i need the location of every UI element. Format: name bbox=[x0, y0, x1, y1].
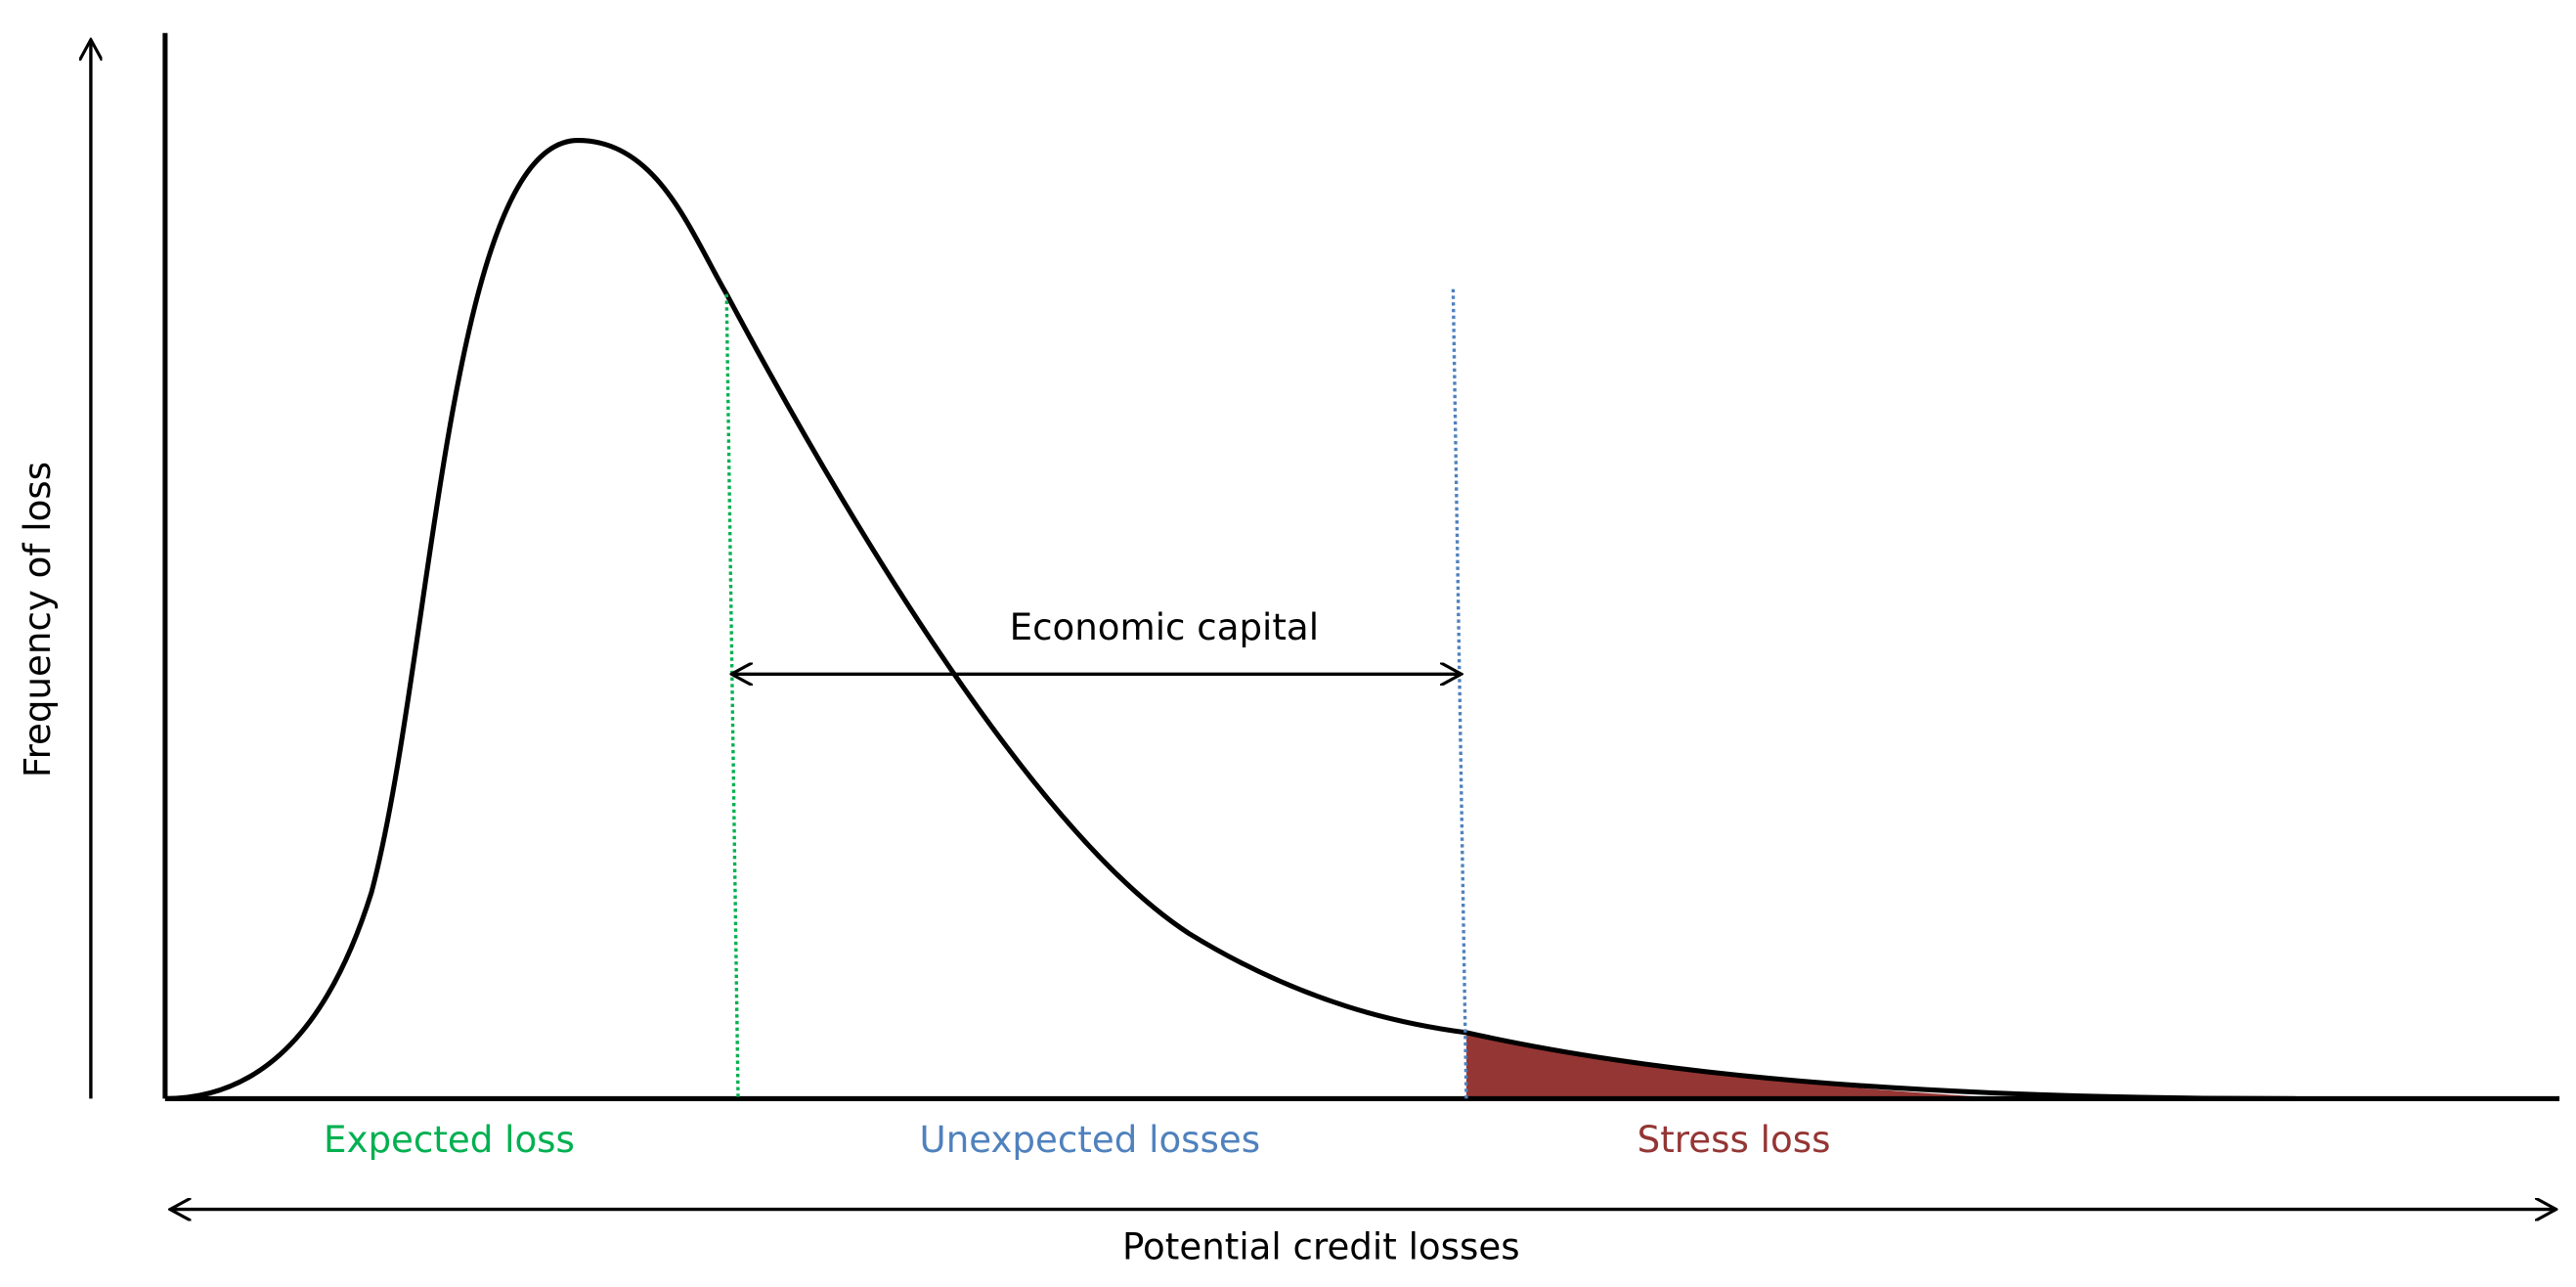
unexpected-losses-label: Unexpected losses bbox=[919, 1119, 1260, 1161]
expected-loss-label: Expected loss bbox=[324, 1119, 575, 1161]
x-axis-label: Potential credit losses bbox=[1122, 1226, 1520, 1268]
economic-capital-label: Economic capital bbox=[1010, 606, 1319, 648]
loss-curve bbox=[164, 138, 2295, 1101]
stress-loss-label: Stress loss bbox=[1637, 1119, 1831, 1161]
unexpected-loss-line bbox=[1451, 288, 1468, 1099]
y-axis-label: Frequency of loss bbox=[17, 462, 59, 777]
expected-loss-line bbox=[724, 293, 740, 1099]
stress-area bbox=[1465, 1032, 2015, 1099]
